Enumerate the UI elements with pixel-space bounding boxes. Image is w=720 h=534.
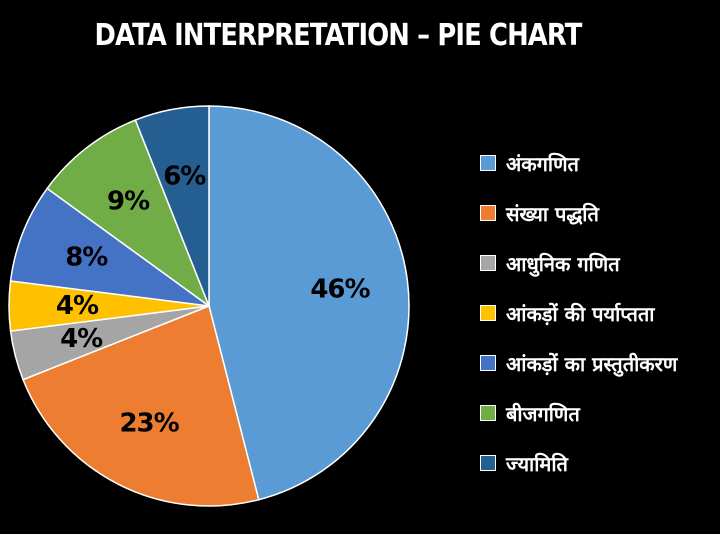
- slice-data-label: 46%: [310, 274, 370, 304]
- slice-data-label: 8%: [65, 242, 108, 272]
- legend-item: बीजगणित: [480, 388, 677, 438]
- legend-swatch: [480, 155, 496, 171]
- slice-data-label: 6%: [163, 161, 206, 191]
- legend-swatch: [480, 305, 496, 321]
- legend-swatch: [480, 455, 496, 471]
- legend-swatch: [480, 355, 496, 371]
- pie-slices: [8, 105, 410, 507]
- pie-slice: [134, 105, 210, 307]
- legend-label: बीजगणित: [506, 401, 580, 426]
- chart-legend: अंकगणित संख्या पद्धति आधुनिक गणित आंकड़ों क…: [480, 138, 677, 488]
- slice-data-label: 4%: [56, 291, 99, 321]
- legend-label: अंकगणित: [506, 151, 579, 176]
- pie-slice: [9, 187, 210, 307]
- legend-label: संख्या पद्धति: [506, 201, 599, 226]
- pie-slice: [46, 119, 211, 309]
- legend-item: आंकड़ों का प्रस्तुतीकरण: [480, 338, 677, 388]
- legend-item: अंकगणित: [480, 138, 677, 188]
- legend-item: आंकड़ों की पर्याप्तता: [480, 288, 677, 338]
- legend-item: संख्या पद्धति: [480, 188, 677, 238]
- legend-label: आंकड़ों की पर्याप्तता: [506, 301, 655, 326]
- legend-item: आधुनिक गणित: [480, 238, 677, 288]
- legend-label: आधुनिक गणित: [506, 251, 620, 276]
- legend-swatch: [480, 255, 496, 271]
- slice-data-label: 4%: [60, 324, 103, 354]
- pie-slice: [208, 105, 410, 501]
- pie-slice: [22, 304, 260, 507]
- legend-swatch: [480, 405, 496, 421]
- legend-label: ज्यामिति: [506, 451, 568, 476]
- legend-label: आंकड़ों का प्रस्तुतीकरण: [506, 351, 678, 376]
- legend-swatch: [480, 205, 496, 221]
- slice-data-label: 9%: [107, 187, 150, 217]
- chart-title: DATA INTERPRETATION – PIE CHART: [94, 18, 582, 53]
- pie-data-labels: 46% 23% 4%4% 8% 9% 6%: [56, 161, 372, 439]
- legend-item: ज्यामिति: [480, 438, 677, 488]
- slice-data-label: 23%: [119, 409, 179, 439]
